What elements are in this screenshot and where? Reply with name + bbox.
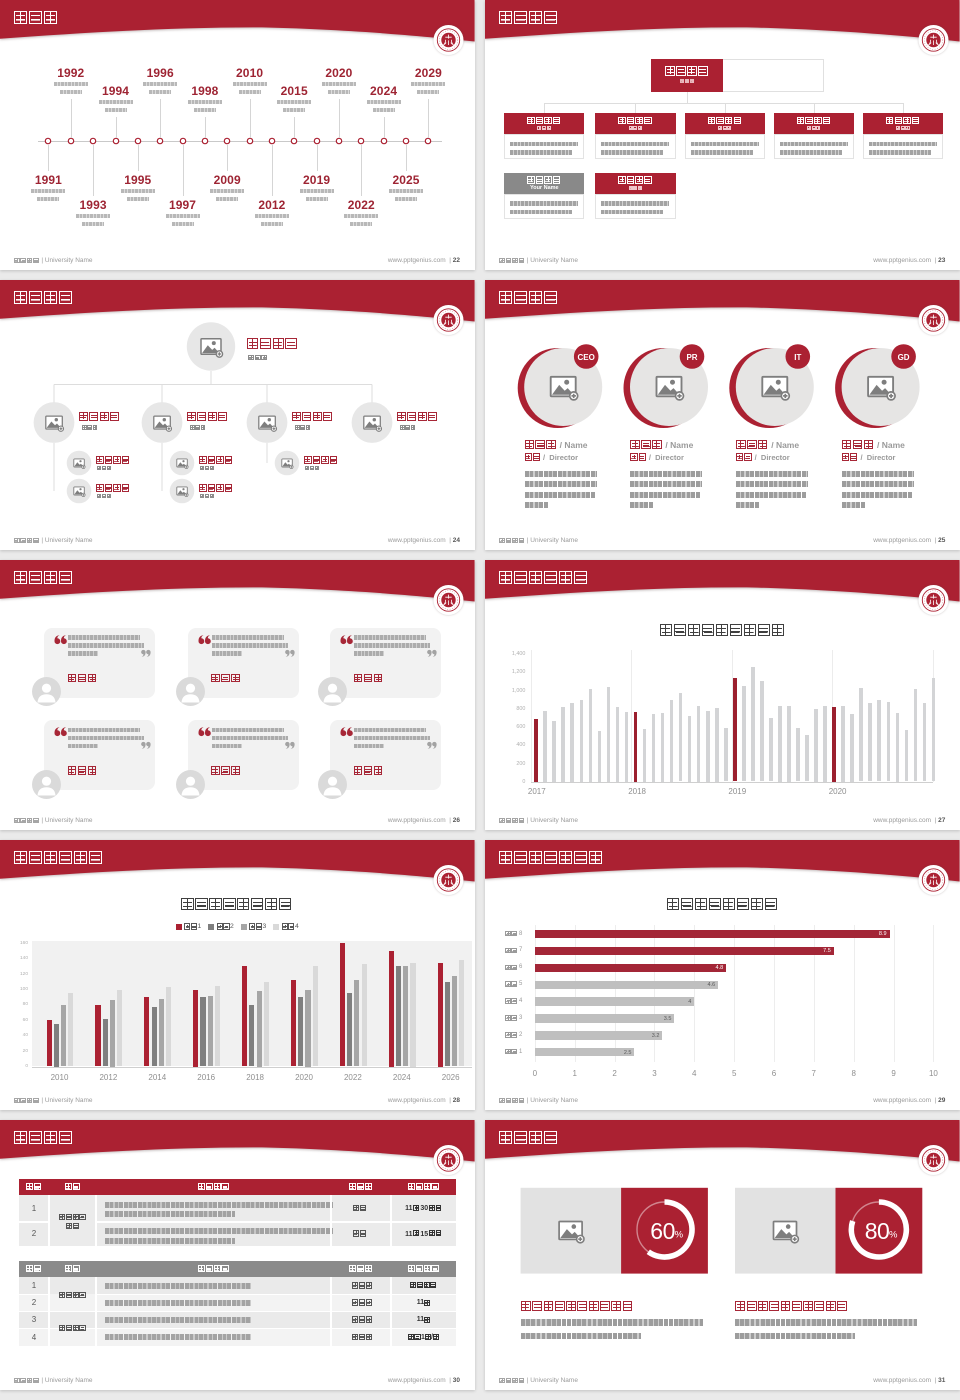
svg-text:PR: PR [687,353,698,362]
svg-text:%: % [889,1230,898,1241]
svg-text:80: 80 [865,1218,890,1244]
svg-text:IT: IT [795,353,802,362]
svg-text:GD: GD [898,353,910,362]
svg-text:60: 60 [651,1218,676,1244]
svg-text:CEO: CEO [578,353,595,362]
svg-text:%: % [675,1230,684,1241]
